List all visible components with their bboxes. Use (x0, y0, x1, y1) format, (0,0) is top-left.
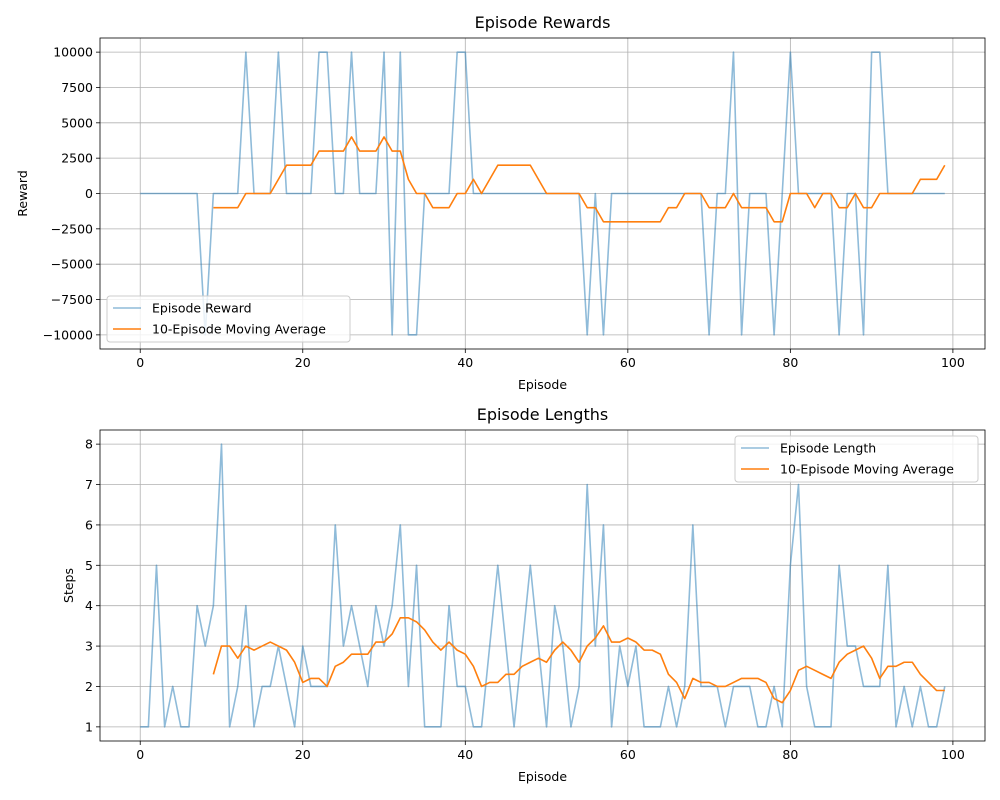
x-tick-label: 20 (295, 747, 311, 762)
legend-box (734, 435, 979, 483)
x-tick-label: 60 (620, 355, 636, 370)
axes-frame (99, 37, 986, 350)
x-tick-label: 40 (457, 747, 473, 762)
x-tick-label: 0 (136, 747, 144, 762)
x-axis-label: Episode (518, 377, 567, 392)
x-tick-label: 100 (941, 747, 965, 762)
y-tick-label: 5 (85, 558, 93, 573)
legend-label: 10-Episode Moving Average (780, 462, 954, 477)
x-tick-label: 100 (941, 355, 965, 370)
y-tick-label: 1 (85, 719, 93, 734)
series-line (212, 617, 945, 704)
y-tick-label: −5000 (51, 257, 93, 272)
y-tick-label: 10000 (53, 45, 93, 60)
y-tick-label: 7 (85, 477, 93, 492)
y-tick-label: 5000 (61, 115, 93, 130)
chart-title: Episode Lengths (477, 405, 608, 424)
y-tick-label: 2 (85, 679, 93, 694)
x-tick-label: 80 (782, 747, 798, 762)
y-tick-label: 6 (85, 517, 93, 532)
series-line (140, 51, 945, 336)
y-tick-label: 8 (85, 437, 93, 452)
axes-frame (99, 429, 986, 742)
x-tick-label: 40 (457, 355, 473, 370)
legend-label: Episode Length (780, 441, 876, 456)
y-tick-label: 7500 (61, 80, 93, 95)
y-tick-label: 2500 (61, 151, 93, 166)
legend-label: 10-Episode Moving Average (152, 322, 326, 337)
x-tick-label: 0 (136, 355, 144, 370)
y-axis-label: Reward (15, 170, 30, 217)
y-tick-label: 3 (85, 639, 93, 654)
x-tick-label: 80 (782, 355, 798, 370)
y-tick-label: −10000 (43, 327, 93, 342)
y-tick-label: −2500 (51, 221, 93, 236)
y-axis-label: Steps (61, 568, 76, 603)
legend-box (106, 295, 351, 343)
chart-title: Episode Rewards (475, 13, 611, 32)
series-line (213, 136, 946, 223)
y-tick-label: −7500 (51, 292, 93, 307)
y-tick-label: 0 (85, 186, 93, 201)
x-axis-label: Episode (518, 769, 567, 784)
series-line (140, 443, 946, 728)
x-tick-label: 20 (295, 355, 311, 370)
legend-label: Episode Reward (152, 301, 252, 316)
y-tick-label: 4 (85, 598, 93, 613)
x-tick-label: 60 (620, 747, 636, 762)
